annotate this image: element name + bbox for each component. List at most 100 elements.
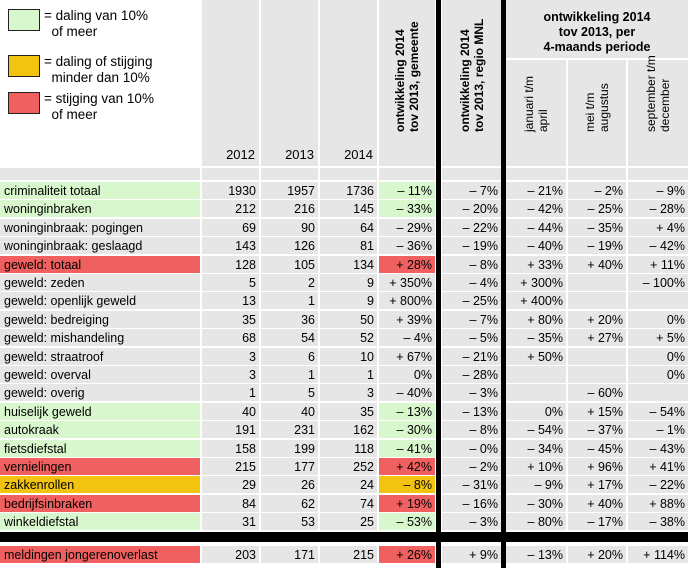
change-gemeente: + 26% [379, 546, 435, 563]
row-divider [0, 532, 688, 542]
value-2013: 90 [261, 219, 318, 236]
value-2012: 69 [202, 219, 259, 236]
change-period-3: – 54% [628, 403, 688, 420]
change-regio: – 22% [442, 219, 501, 236]
change-period-1: + 10% [506, 458, 566, 475]
value-2012: 143 [202, 237, 259, 254]
change-regio: – 19% [442, 237, 501, 254]
spacer [568, 168, 626, 180]
value-2014: 35 [320, 403, 377, 420]
value-2014: 24 [320, 476, 377, 493]
value-2012: 1 [202, 384, 259, 401]
change-gemeente: – 40% [379, 384, 435, 401]
change-regio: – 2% [442, 458, 501, 475]
change-gemeente: + 350% [379, 274, 435, 291]
change-regio: – 21% [442, 348, 501, 365]
header-period-1: januari t/m april [506, 60, 566, 166]
change-regio: – 28% [442, 366, 501, 383]
row-label: zakkenrollen [0, 476, 200, 493]
change-period-1: – 13% [506, 546, 566, 563]
change-period-2: – 45% [568, 440, 626, 457]
value-2013: 105 [261, 256, 318, 273]
change-gemeente: + 800% [379, 292, 435, 309]
change-period-2 [568, 292, 626, 309]
change-period-2: + 20% [568, 546, 626, 563]
value-2012: 128 [202, 256, 259, 273]
change-gemeente: – 11% [379, 182, 435, 199]
change-period-1: + 50% [506, 348, 566, 365]
legend-swatch-amber [8, 55, 40, 77]
spacer [442, 168, 501, 180]
change-gemeente: 0% [379, 366, 435, 383]
legend-swatch-green [8, 9, 40, 31]
change-period-1: – 9% [506, 476, 566, 493]
value-2013: 6 [261, 348, 318, 365]
value-2013: 54 [261, 329, 318, 346]
value-2012: 203 [202, 546, 259, 563]
change-period-2: + 40% [568, 256, 626, 273]
change-gemeente: – 53% [379, 513, 435, 530]
value-2013: 2 [261, 274, 318, 291]
header-group-title: ontwikkeling 2014 tov 2013, per 4-maands… [543, 10, 651, 54]
change-period-1: – 42% [506, 200, 566, 217]
change-gemeente: + 28% [379, 256, 435, 273]
value-2013: 36 [261, 311, 318, 328]
change-period-3: – 9% [628, 182, 688, 199]
change-period-2: – 60% [568, 384, 626, 401]
value-2014: 81 [320, 237, 377, 254]
spacer [506, 168, 566, 180]
row-label: geweld: mishandeling [0, 329, 200, 346]
value-2012: 68 [202, 329, 259, 346]
row-label: autokraak [0, 421, 200, 438]
value-2014: 9 [320, 292, 377, 309]
value-2014: 162 [320, 421, 377, 438]
spacer [320, 168, 377, 180]
change-period-3: 0% [628, 348, 688, 365]
row-label: geweld: straatroof [0, 348, 200, 365]
value-2013: 171 [261, 546, 318, 563]
change-period-3: – 43% [628, 440, 688, 457]
change-period-1 [506, 384, 566, 401]
value-2012: 191 [202, 421, 259, 438]
row-label: geweld: overig [0, 384, 200, 401]
value-2013: 1 [261, 366, 318, 383]
change-gemeente: + 39% [379, 311, 435, 328]
value-2013: 62 [261, 495, 318, 512]
change-period-3 [628, 292, 688, 309]
value-2014: 64 [320, 219, 377, 236]
value-2013: 26 [261, 476, 318, 493]
row-label: geweld: openlijk geweld [0, 292, 200, 309]
value-2013: 53 [261, 513, 318, 530]
change-period-2: – 2% [568, 182, 626, 199]
change-regio: – 5% [442, 329, 501, 346]
value-2014: 215 [320, 546, 377, 563]
change-period-2 [568, 348, 626, 365]
value-2012: 31 [202, 513, 259, 530]
change-gemeente: – 8% [379, 476, 435, 493]
change-period-2: – 19% [568, 237, 626, 254]
value-2013: 177 [261, 458, 318, 475]
row-label: woninginbraken [0, 200, 200, 217]
value-2014: 52 [320, 329, 377, 346]
change-period-1: – 44% [506, 219, 566, 236]
change-gemeente: – 41% [379, 440, 435, 457]
value-2014: 1 [320, 366, 377, 383]
value-2013: 199 [261, 440, 318, 457]
value-2012: 13 [202, 292, 259, 309]
header-2014: 2014 [320, 0, 377, 166]
row-label: woninginbraak: geslaagd [0, 237, 200, 254]
value-2013: 126 [261, 237, 318, 254]
header-regio: ontwikkeling 2014 tov 2013, regio MNL [442, 0, 501, 166]
change-period-1: – 80% [506, 513, 566, 530]
value-2012: 212 [202, 200, 259, 217]
row-label: geweld: overval [0, 366, 200, 383]
legend-text: = stijging van 10% of meer [44, 91, 154, 122]
value-2014: 134 [320, 256, 377, 273]
change-period-2: + 15% [568, 403, 626, 420]
change-gemeente: – 13% [379, 403, 435, 420]
change-period-3: 0% [628, 311, 688, 328]
value-2012: 35 [202, 311, 259, 328]
value-2013: 40 [261, 403, 318, 420]
row-label: fietsdiefstal [0, 440, 200, 457]
change-period-3: – 22% [628, 476, 688, 493]
